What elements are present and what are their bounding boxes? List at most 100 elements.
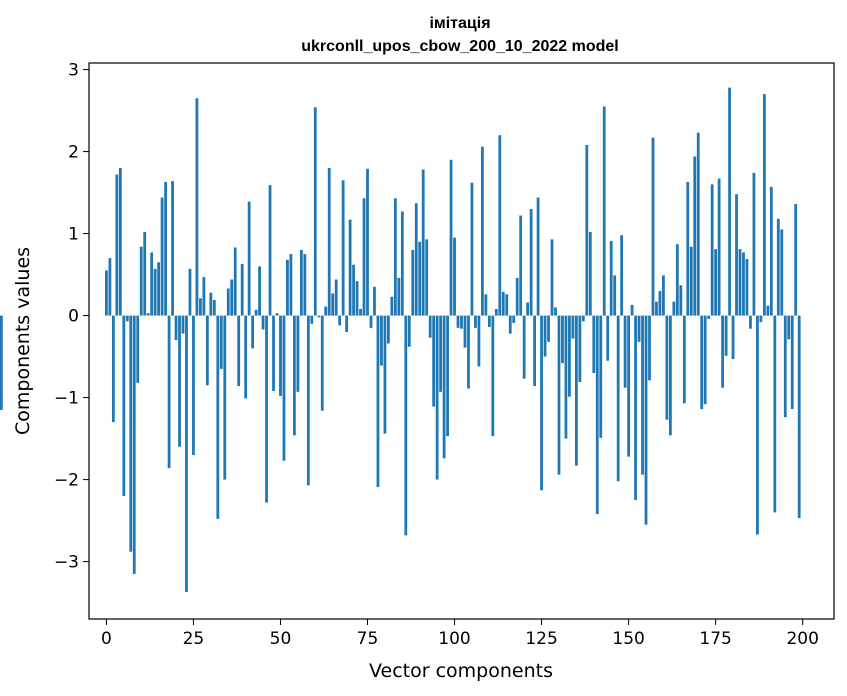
bar-171 bbox=[700, 315, 704, 410]
bar-65 bbox=[331, 293, 335, 316]
bars-group bbox=[0, 87, 801, 592]
bar-119 bbox=[519, 215, 523, 316]
bar-103 bbox=[463, 315, 467, 348]
bar-71 bbox=[352, 264, 355, 316]
bar-115 bbox=[505, 294, 509, 316]
bar-40 bbox=[244, 315, 248, 399]
bar-159 bbox=[658, 290, 662, 316]
bar-70 bbox=[348, 219, 352, 316]
bar-184 bbox=[745, 258, 749, 316]
bar-67 bbox=[338, 315, 342, 326]
bar-194 bbox=[780, 229, 784, 316]
bar-147 bbox=[616, 315, 620, 482]
bar-106 bbox=[474, 315, 477, 328]
bar-29 bbox=[205, 315, 209, 386]
bar-150 bbox=[627, 315, 630, 457]
bar-173 bbox=[707, 315, 711, 319]
bar-105 bbox=[470, 182, 474, 316]
bar-35 bbox=[226, 288, 230, 316]
bar-153 bbox=[637, 315, 641, 342]
bar-72 bbox=[355, 281, 359, 316]
bar-38 bbox=[237, 315, 241, 387]
bar-91 bbox=[421, 169, 425, 316]
bar-134 bbox=[571, 315, 575, 339]
bar-196 bbox=[787, 315, 791, 340]
x-tick-label: 50 bbox=[270, 629, 292, 649]
x-tick-label: 175 bbox=[699, 629, 731, 649]
bar-13 bbox=[150, 252, 154, 316]
bar-169 bbox=[693, 156, 697, 316]
bar-102 bbox=[460, 315, 463, 329]
bar-124 bbox=[536, 197, 540, 316]
bar-177 bbox=[721, 315, 724, 388]
bar-41 bbox=[247, 201, 251, 316]
bar-43 bbox=[254, 309, 258, 316]
bar-45 bbox=[261, 315, 265, 330]
bar-121 bbox=[526, 302, 530, 316]
bar-21 bbox=[178, 315, 181, 447]
bar-197 bbox=[790, 315, 794, 410]
bar-97 bbox=[442, 315, 446, 459]
bar-39 bbox=[240, 263, 244, 316]
bar-86 bbox=[404, 315, 408, 536]
y-tick-label: 0 bbox=[68, 307, 79, 327]
bar-4 bbox=[118, 167, 122, 316]
bar-104 bbox=[467, 315, 470, 389]
bar-198 bbox=[794, 204, 798, 316]
bar-53 bbox=[289, 254, 293, 316]
bar-191 bbox=[769, 186, 773, 316]
bar-108 bbox=[481, 146, 484, 316]
bar-30 bbox=[209, 292, 213, 316]
bar-96 bbox=[439, 315, 443, 392]
bar-133 bbox=[568, 315, 571, 397]
plot-frame bbox=[88, 62, 835, 620]
bar-52 bbox=[286, 259, 289, 316]
bar-136 bbox=[578, 315, 582, 382]
bar-42 bbox=[251, 315, 255, 349]
bar-17 bbox=[164, 181, 167, 316]
bar-137 bbox=[581, 315, 585, 322]
bar-195 bbox=[783, 315, 787, 418]
bar-123 bbox=[533, 315, 536, 387]
bar-109 bbox=[484, 294, 488, 316]
bar-163 bbox=[672, 301, 676, 316]
bar-90 bbox=[418, 241, 422, 316]
bar-152 bbox=[634, 315, 637, 501]
bar-60 bbox=[313, 107, 317, 316]
bar-193 bbox=[776, 218, 780, 316]
y-tick-label: 1 bbox=[68, 225, 79, 245]
bar-27 bbox=[199, 298, 202, 316]
bar-47 bbox=[268, 185, 272, 316]
bar-192 bbox=[773, 315, 777, 513]
bar-23 bbox=[185, 315, 188, 592]
bar-129 bbox=[554, 307, 557, 316]
bar-83 bbox=[393, 198, 397, 316]
bar-128 bbox=[550, 239, 554, 316]
bar-149 bbox=[623, 315, 627, 388]
bar-112 bbox=[494, 309, 498, 316]
bar-88 bbox=[411, 249, 415, 316]
bar-167 bbox=[686, 181, 690, 316]
bar-98 bbox=[446, 315, 449, 437]
bar-7 bbox=[129, 315, 133, 552]
bar-135 bbox=[574, 315, 578, 466]
bar-48 bbox=[272, 315, 275, 392]
bar-95 bbox=[435, 315, 439, 480]
bar-185 bbox=[749, 315, 752, 329]
bar-26 bbox=[195, 98, 199, 316]
y-axis-ticks: −3 −2 −1 0 1 2 3 bbox=[54, 61, 89, 573]
bar-176 bbox=[717, 178, 721, 316]
bar-111 bbox=[491, 315, 495, 437]
x-tick-label: 25 bbox=[183, 629, 205, 649]
bar-8 bbox=[132, 315, 136, 574]
bar-143 bbox=[602, 106, 606, 316]
bar-16 bbox=[160, 197, 164, 316]
bar-57 bbox=[303, 254, 307, 316]
bar-120 bbox=[522, 315, 526, 379]
bar-93 bbox=[428, 315, 432, 338]
bar-148 bbox=[620, 235, 624, 316]
bar-142 bbox=[599, 315, 603, 438]
bar-107 bbox=[477, 315, 481, 367]
bar-75 bbox=[366, 168, 369, 316]
